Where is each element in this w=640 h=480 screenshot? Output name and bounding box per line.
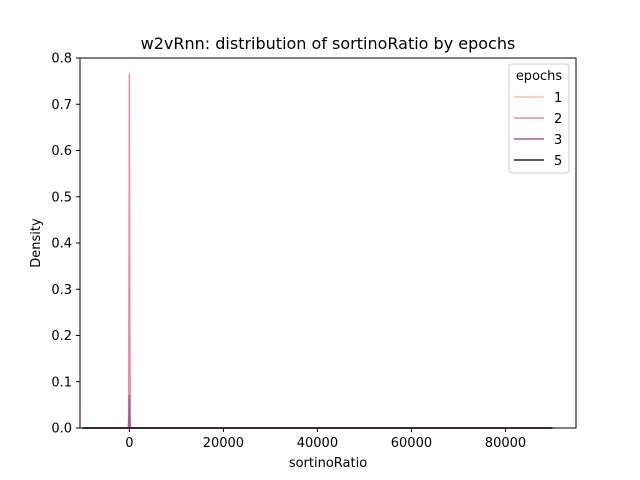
- series-line-2: [82, 73, 553, 429]
- y-tick-label: 0.1: [51, 375, 72, 390]
- x-tick-label: 60000: [391, 436, 432, 451]
- y-tick-label: 0.2: [51, 329, 72, 344]
- series-line-3: [82, 394, 553, 429]
- x-tick-label: 40000: [297, 436, 338, 451]
- plot-frame: [79, 57, 577, 429]
- legend-label-5: 5: [554, 154, 562, 169]
- y-tick-label: 0.7: [51, 98, 72, 113]
- series-lines: [82, 73, 553, 429]
- chart-title: w2vRnn: distribution of sortinoRatio by …: [141, 34, 516, 53]
- x-axis: 0 20000 40000 60000 80000: [125, 428, 526, 451]
- y-tick-label: 0.5: [51, 190, 72, 205]
- legend-label-2: 2: [554, 112, 562, 127]
- y-tick-label: 0.8: [51, 52, 72, 67]
- legend-title: epochs: [516, 69, 563, 84]
- x-axis-label: sortinoRatio: [289, 456, 367, 471]
- y-axis: 0.0 0.1 0.2 0.3 0.4 0.5 0.6 0.7 0.8: [51, 52, 80, 437]
- x-tick-label: 20000: [203, 436, 244, 451]
- legend-label-3: 3: [554, 133, 562, 148]
- y-tick-label: 0.6: [51, 144, 72, 159]
- series-line-1: [82, 117, 553, 429]
- y-tick-label: 0.0: [51, 422, 72, 437]
- x-tick-label: 80000: [485, 436, 526, 451]
- legend-label-1: 1: [554, 91, 562, 106]
- y-tick-label: 0.3: [51, 283, 72, 298]
- legend: epochs 1 2 3 5: [508, 63, 570, 174]
- y-tick-label: 0.4: [51, 237, 72, 252]
- x-tick-label: 0: [125, 436, 133, 451]
- y-axis-label: Density: [29, 218, 44, 268]
